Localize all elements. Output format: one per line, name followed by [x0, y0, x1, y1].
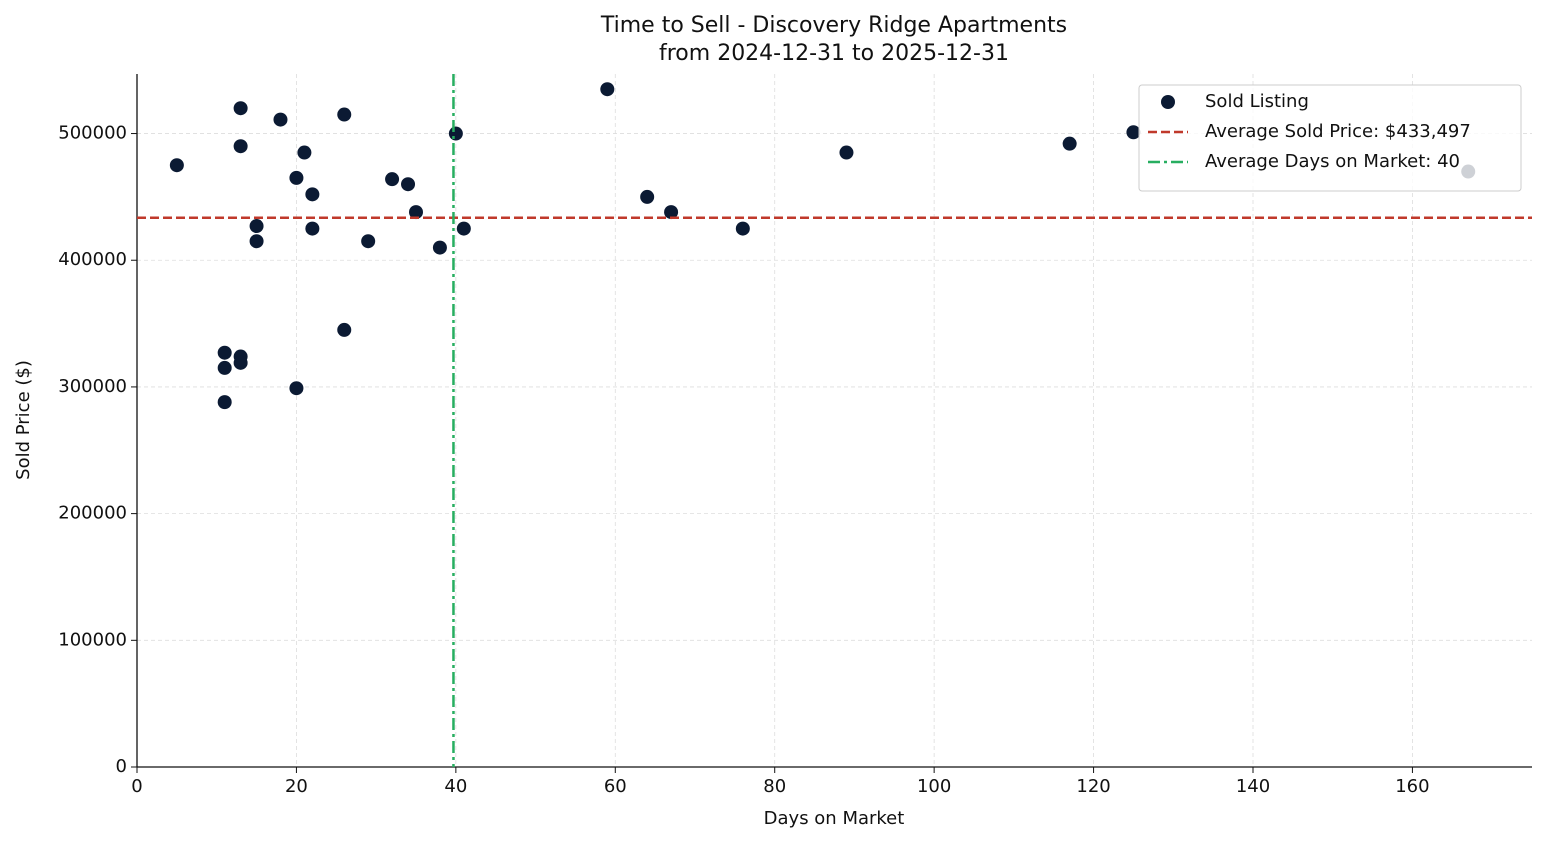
point	[600, 82, 615, 97]
point	[249, 234, 264, 249]
y-tick-label: 400000	[58, 249, 127, 270]
legend-label: Average Days on Market: 40	[1205, 151, 1460, 172]
x-tick-label: 100	[917, 776, 951, 797]
chart-subtitle: from 2024-12-31 to 2025-12-31	[659, 41, 1009, 66]
point	[1126, 125, 1141, 140]
point	[361, 234, 376, 249]
point	[233, 101, 248, 116]
point	[217, 345, 232, 360]
x-tick-label: 20	[285, 776, 308, 797]
legend-label: Average Sold Price: $433,497	[1205, 121, 1471, 142]
point	[297, 145, 312, 160]
point	[273, 112, 288, 127]
point	[432, 240, 447, 255]
point	[640, 189, 655, 204]
point	[448, 126, 463, 141]
point	[169, 158, 184, 173]
y-tick-label: 300000	[58, 376, 127, 397]
point	[735, 221, 750, 236]
legend-marker	[1161, 95, 1175, 109]
point	[664, 205, 679, 220]
point	[249, 219, 264, 234]
point	[233, 139, 248, 154]
point	[217, 360, 232, 375]
point	[305, 187, 320, 202]
y-tick-label: 100000	[58, 629, 127, 650]
y-tick-label: 0	[116, 756, 127, 777]
point	[305, 221, 320, 236]
y-tick-label: 500000	[58, 123, 127, 144]
x-tick-label: 160	[1395, 776, 1429, 797]
x-tick-label: 40	[444, 776, 467, 797]
point	[839, 145, 854, 160]
legend: Sold Listing Average Sold Price: $433,497…	[1138, 84, 1522, 192]
y-axis-label: Sold Price ($)	[13, 360, 34, 480]
x-axis-label: Days on Market	[764, 808, 905, 829]
point	[337, 322, 352, 337]
point	[409, 205, 423, 220]
point	[456, 221, 471, 236]
x-tick-label: 80	[763, 776, 786, 797]
point	[385, 172, 400, 187]
point	[401, 177, 416, 192]
point	[289, 381, 304, 396]
x-tick-label: 120	[1076, 776, 1110, 797]
legend-label: Sold Listing	[1205, 91, 1309, 112]
point	[217, 395, 232, 410]
point	[1062, 136, 1077, 151]
legend-box	[1138, 84, 1522, 192]
y-tick-label: 200000	[58, 503, 127, 524]
chart-title: Time to Sell - Discovery Ridge Apartment…	[600, 13, 1067, 38]
x-tick-label: 140	[1236, 776, 1270, 797]
point	[233, 355, 248, 370]
x-tick-label: 60	[604, 776, 627, 797]
point	[289, 170, 304, 185]
point	[337, 107, 352, 122]
x-tick-label: 0	[131, 776, 142, 797]
